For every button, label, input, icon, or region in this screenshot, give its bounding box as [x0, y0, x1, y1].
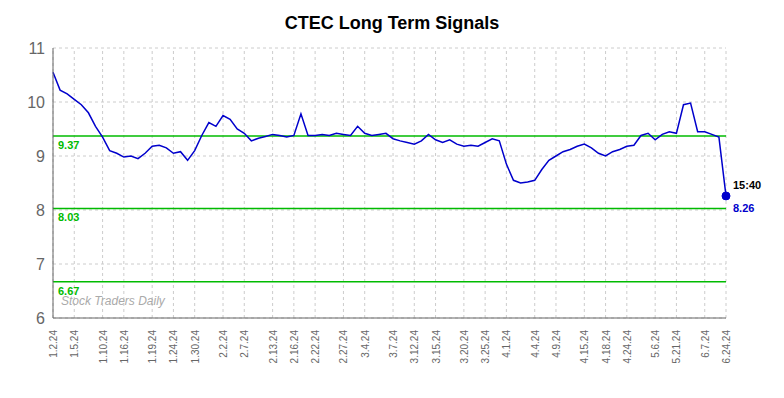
- svg-text:7: 7: [36, 256, 45, 273]
- svg-text:5.21.24: 5.21.24: [671, 330, 682, 364]
- svg-text:2.13.24: 2.13.24: [268, 330, 279, 364]
- svg-text:4.15.24: 4.15.24: [579, 330, 590, 364]
- svg-text:3.4.24: 3.4.24: [360, 330, 371, 358]
- svg-text:4.18.24: 4.18.24: [601, 330, 612, 364]
- svg-text:1.10.24: 1.10.24: [98, 330, 109, 364]
- svg-text:3.7.24: 3.7.24: [388, 330, 399, 358]
- svg-text:8.26: 8.26: [733, 202, 754, 214]
- svg-text:11: 11: [28, 40, 45, 57]
- svg-text:15:40: 15:40: [733, 179, 761, 191]
- svg-text:2.27.24: 2.27.24: [338, 330, 349, 364]
- svg-text:3.25.24: 3.25.24: [480, 330, 491, 364]
- svg-text:10: 10: [27, 94, 45, 111]
- svg-text:1.24.24: 1.24.24: [168, 330, 179, 364]
- svg-text:4.9.24: 4.9.24: [551, 330, 562, 358]
- svg-text:2.22.24: 2.22.24: [310, 330, 321, 364]
- svg-text:3.15.24: 3.15.24: [431, 330, 442, 364]
- svg-text:1.2.24: 1.2.24: [48, 330, 59, 358]
- svg-text:1.19.24: 1.19.24: [147, 330, 158, 364]
- svg-text:3.20.24: 3.20.24: [459, 330, 470, 364]
- svg-text:2.7.24: 2.7.24: [239, 330, 250, 358]
- svg-text:2.2.24: 2.2.24: [218, 330, 229, 358]
- svg-text:9: 9: [36, 148, 45, 165]
- svg-text:5.6.24: 5.6.24: [650, 330, 661, 358]
- svg-text:4.1.24: 4.1.24: [501, 330, 512, 358]
- svg-text:4.4.24: 4.4.24: [530, 330, 541, 358]
- svg-text:3.12.24: 3.12.24: [409, 330, 420, 364]
- svg-text:1.5.24: 1.5.24: [69, 330, 80, 358]
- svg-text:2.16.24: 2.16.24: [289, 330, 300, 364]
- svg-text:6: 6: [36, 310, 45, 327]
- svg-text:4.24.24: 4.24.24: [622, 330, 633, 364]
- svg-text:8.03: 8.03: [58, 211, 79, 223]
- svg-text:6.67: 6.67: [58, 284, 80, 297]
- html-text:CTEC Long Term Signals: CTEC Long Term Signals: [284, 13, 500, 33]
- svg-text:1.16.24: 1.16.24: [119, 330, 130, 364]
- svg-text:6.7.24: 6.7.24: [700, 330, 711, 358]
- svg-text:6.24.24: 6.24.24: [721, 330, 732, 364]
- svg-text:1.30.24: 1.30.24: [190, 330, 201, 364]
- html-text:Stock Traders Daily: Stock Traders Daily: [61, 294, 165, 308]
- svg-text:9.37: 9.37: [58, 139, 79, 151]
- svg-text:8: 8: [36, 202, 45, 219]
